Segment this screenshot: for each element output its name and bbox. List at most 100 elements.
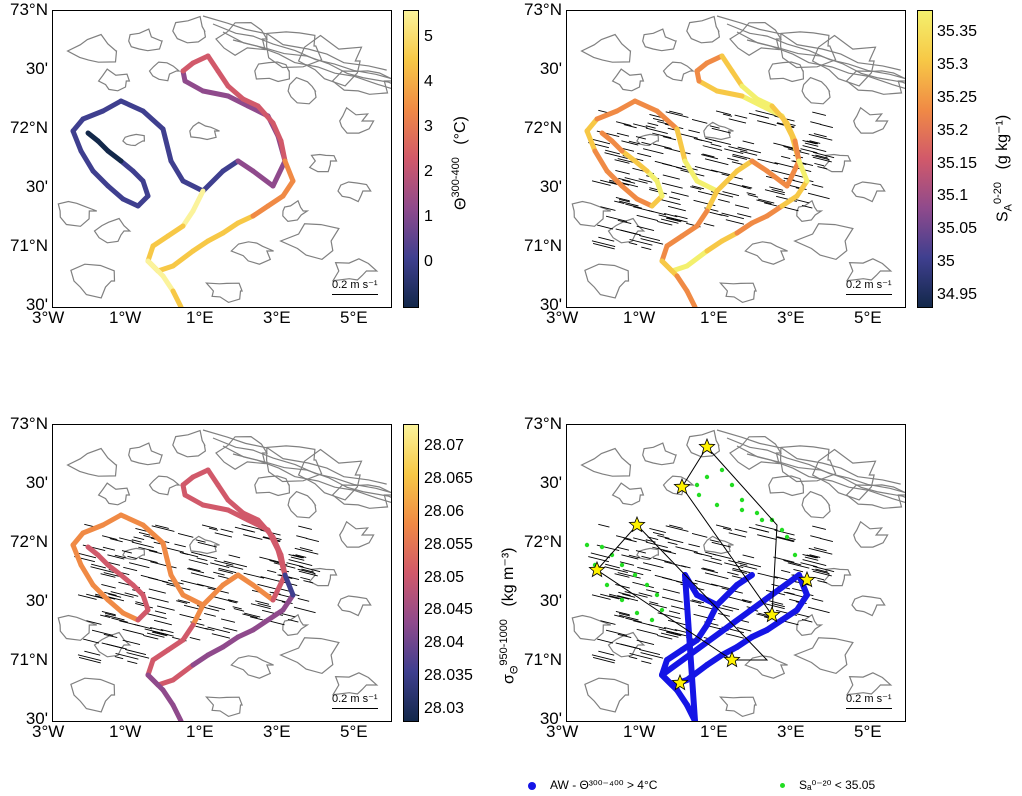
scale-bar-line	[332, 708, 378, 709]
velocity-arrow	[814, 576, 825, 581]
contour-line	[279, 637, 340, 675]
velocity-arrow	[691, 119, 708, 124]
velocity-arrow	[787, 562, 810, 569]
velocity-arrow	[131, 541, 154, 549]
velocity-arrow	[702, 153, 715, 158]
velocity-arrow	[773, 556, 795, 563]
velocity-arrow	[604, 152, 628, 159]
track-segment	[704, 53, 725, 66]
track-segment	[170, 288, 184, 307]
contour-line	[793, 637, 854, 675]
velocity-arrow	[809, 554, 821, 558]
lat-label: 30'	[539, 591, 562, 610]
track-segment	[280, 178, 296, 199]
contour-line	[172, 429, 207, 458]
contour-line	[716, 15, 901, 71]
lat-label: 30'	[25, 709, 48, 728]
contour-line	[571, 614, 612, 641]
contour-line	[845, 258, 893, 282]
track-segment	[764, 168, 790, 189]
track-segment	[160, 540, 174, 578]
colorbar-tick: 35.35	[937, 23, 978, 40]
station-star-icon	[723, 650, 741, 668]
track-segment	[90, 582, 111, 603]
velocity-arrow	[727, 157, 739, 162]
lat-label: 30'	[539, 177, 562, 196]
track-segment	[250, 203, 271, 219]
velocity-arrow	[667, 541, 678, 546]
aw-segment	[694, 592, 720, 608]
velocity-arrow	[227, 599, 239, 603]
velocity-arrow	[121, 550, 132, 554]
velocity-arrow	[127, 555, 137, 560]
track-segment	[160, 273, 176, 294]
track-segment	[280, 592, 296, 613]
velocity-arrow	[691, 533, 708, 538]
velocity-arrow	[718, 198, 730, 203]
track-segment	[145, 243, 156, 264]
track-segment	[70, 542, 84, 568]
velocity-arrow	[591, 180, 611, 186]
velocity-arrow	[101, 610, 116, 616]
track-segment	[180, 622, 196, 643]
lon-label: 1°W	[109, 722, 142, 741]
velocity-arrow	[737, 627, 752, 632]
contour-line	[230, 655, 274, 679]
velocity-arrow	[211, 633, 231, 639]
track-segment	[170, 248, 196, 269]
velocity-arrow	[598, 650, 615, 656]
velocity-arrow	[90, 566, 114, 573]
lon-label: 1°W	[623, 722, 656, 741]
velocity-arrow	[288, 559, 313, 566]
colorbar-tick: 1	[424, 208, 433, 225]
contour-line	[205, 282, 243, 304]
velocity-arrow	[104, 614, 125, 621]
velocity-arrow	[625, 203, 642, 209]
velocity-arrow	[742, 140, 755, 145]
track-segment	[235, 213, 256, 226]
contour-line	[128, 28, 163, 52]
velocity-arrow	[597, 638, 614, 644]
contour-line	[811, 448, 877, 501]
velocity-arrow	[711, 541, 724, 546]
velocity-arrow	[665, 525, 689, 532]
velocity-arrow	[639, 648, 661, 656]
track-segment	[205, 53, 221, 74]
velocity-arrow	[615, 642, 638, 649]
velocity-arrow	[195, 625, 209, 630]
velocity-arrow	[639, 234, 661, 242]
contour-line	[297, 448, 363, 501]
track-segment	[255, 103, 276, 126]
lon-label: 3°W	[546, 308, 579, 327]
velocity-arrow	[114, 554, 126, 559]
colorbar-tick: 28.035	[424, 667, 473, 685]
velocity-arrow	[652, 143, 672, 149]
velocity-arrow	[617, 595, 639, 602]
track-segment	[270, 158, 288, 189]
colorbar-title-density: σΘ950-1000 (kg m⁻³)	[498, 547, 521, 685]
aw-segment	[664, 647, 685, 663]
velocity-arrow	[652, 117, 665, 122]
contour-line	[287, 490, 317, 519]
low-salinity-point	[619, 597, 625, 603]
velocity-arrow	[635, 136, 646, 140]
legend-salinity: Sₐ⁰⁻²⁰ < 35.05	[780, 778, 875, 792]
velocity-arrow	[614, 573, 630, 578]
velocity-arrow	[793, 569, 804, 573]
low-salinity-point	[779, 527, 785, 533]
colorbar-density	[403, 424, 419, 722]
lon-label: 3°E	[777, 722, 805, 741]
velocity-arrow	[658, 214, 683, 222]
velocity-arrow	[287, 619, 299, 623]
velocity-arrow	[694, 165, 718, 173]
velocity-arrow	[657, 121, 670, 125]
track-segment	[240, 96, 261, 109]
velocity-arrow	[119, 537, 134, 542]
velocity-arrow	[710, 583, 733, 590]
track-segment	[278, 552, 288, 578]
velocity-arrow	[103, 633, 118, 639]
contour-line	[339, 520, 375, 548]
low-salinity-point	[739, 507, 745, 513]
velocity-arrow	[600, 620, 616, 625]
track-segment	[240, 510, 261, 523]
